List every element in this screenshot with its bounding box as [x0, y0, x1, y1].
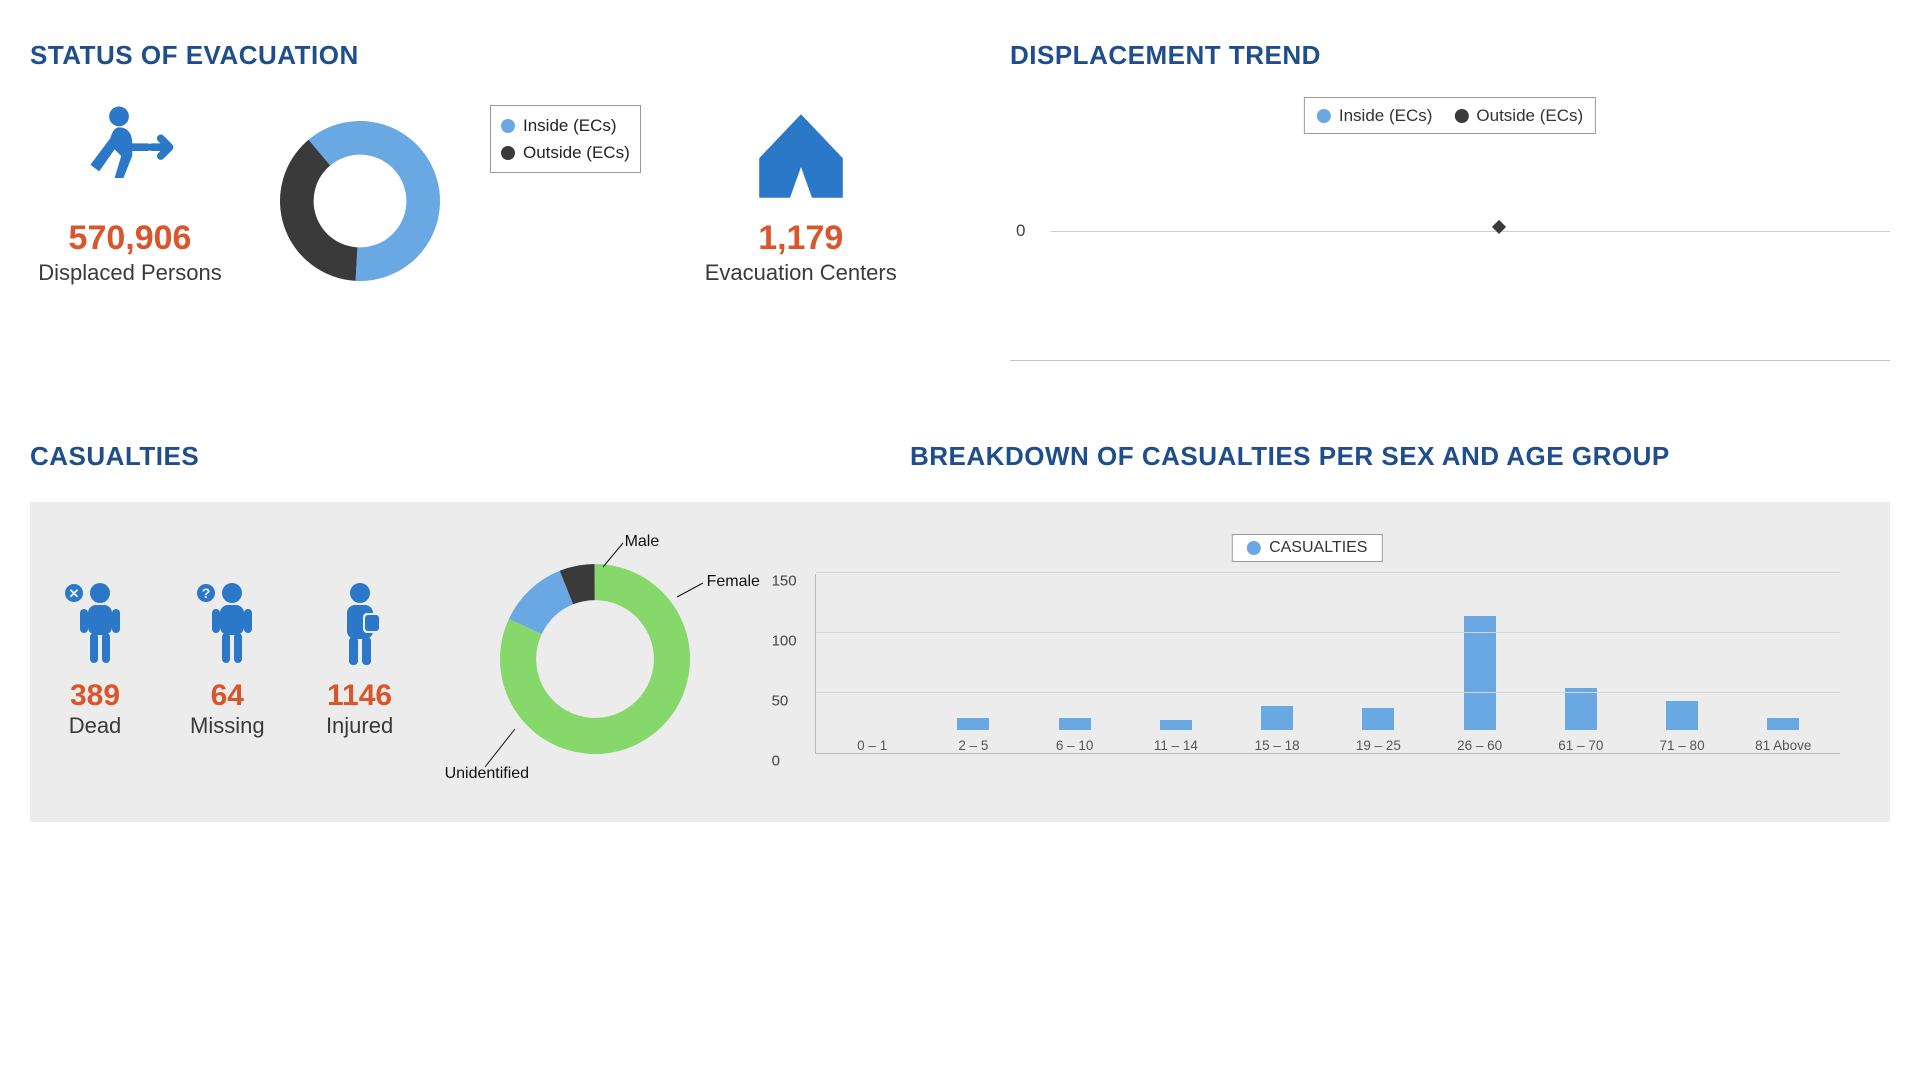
- legend-label: Inside (ECs): [1339, 102, 1433, 129]
- bar-column: 11 – 14: [1147, 720, 1205, 753]
- casualties-sex-donut: Male Female Unidentified: [475, 539, 715, 779]
- bar-legend-label: CASUALTIES: [1269, 539, 1367, 557]
- bar-ytick-label: 100: [772, 633, 797, 650]
- tent-icon: [701, 101, 901, 211]
- legend-item: Outside (ECs): [1454, 102, 1583, 129]
- bar-category-label: 11 – 14: [1154, 738, 1198, 753]
- breakdown-panel: BREAKDOWN OF CASUALTIES PER SEX AND AGE …: [910, 441, 1890, 502]
- bar-rect: [1767, 718, 1799, 730]
- bar-ytick-label: 0: [772, 753, 780, 770]
- dead-label: Dead: [60, 713, 130, 739]
- evacuation-donut-chart: [260, 101, 460, 301]
- legend-item: Outside (ECs): [501, 139, 630, 166]
- bar-column: 61 – 70: [1552, 688, 1610, 753]
- bar-category-label: 0 – 1: [857, 738, 887, 753]
- bar-rect: [1059, 718, 1091, 730]
- bar-category-label: 26 – 60: [1457, 738, 1502, 753]
- evacuation-title: STATUS OF EVACUATION: [30, 40, 970, 71]
- displacement-trend-panel: DISPLACEMENT TREND Inside (ECs) Outside …: [1010, 40, 1890, 361]
- svg-text:✕: ✕: [69, 586, 80, 601]
- breakdown-title: BREAKDOWN OF CASUALTIES PER SEX AND AGE …: [910, 441, 1890, 472]
- legend-item: Inside (ECs): [501, 112, 630, 139]
- svg-text:?: ?: [202, 585, 211, 601]
- swatch-icon: [501, 146, 515, 160]
- bar-category-label: 61 – 70: [1558, 738, 1603, 753]
- injured-label: Injured: [325, 713, 395, 739]
- missing-value: 64: [190, 679, 265, 713]
- evacuation-centers-block: 1,179 Evacuation Centers: [701, 101, 901, 286]
- injured-person-icon: [325, 579, 395, 669]
- bar-column: 2 – 5: [944, 718, 1002, 753]
- breakdown-bar-chart: CASUALTIES 0 50 100 150 0 – 1 2 – 5 6 – 10 11 –…: [755, 534, 1860, 784]
- bar-rect: [1160, 720, 1192, 730]
- donut-label-unidentified: Unidentified: [445, 765, 530, 783]
- dead-value: 389: [60, 679, 130, 713]
- bar-column: 0 – 1: [843, 730, 901, 753]
- bar-plot-area: 0501001500 – 12 – 56 – 1011 – 1415 – 181…: [815, 574, 1840, 754]
- running-person-icon: [30, 101, 230, 211]
- missing-person-icon: ?: [190, 579, 265, 669]
- bar-rect: [957, 718, 989, 730]
- trend-zero-axis: [1050, 231, 1890, 232]
- displaced-persons-value: 570,906: [30, 219, 230, 258]
- injured-value: 1146: [325, 679, 395, 713]
- bar-category-label: 71 – 80: [1660, 738, 1705, 753]
- bar-rect: [1464, 616, 1496, 730]
- bar-category-label: 19 – 25: [1356, 738, 1401, 753]
- missing-block: ? 64 Missing: [190, 579, 265, 739]
- bar-category-label: 2 – 5: [958, 738, 988, 753]
- bar-ytick-label: 150: [772, 573, 797, 590]
- swatch-icon: [1454, 109, 1468, 123]
- bar-rect: [1565, 688, 1597, 730]
- trend-legend: Inside (ECs) Outside (ECs): [1304, 97, 1596, 134]
- casualties-title: CASUALTIES: [30, 441, 880, 472]
- casualties-panel: CASUALTIES: [30, 441, 880, 502]
- trend-y-zero-label: 0: [1016, 221, 1025, 241]
- dead-block: ✕ 389 Dead: [60, 579, 130, 739]
- bar-column: 26 – 60: [1451, 616, 1509, 753]
- casualties-body: ✕ 389 Dead ?: [30, 502, 1890, 822]
- legend-label: Outside (ECs): [523, 139, 630, 166]
- swatch-icon: [1247, 541, 1261, 555]
- swatch-icon: [501, 119, 515, 133]
- evacuation-centers-value: 1,179: [701, 219, 901, 258]
- displacement-trend-title: DISPLACEMENT TREND: [1010, 40, 1890, 71]
- bar-column: 15 – 18: [1248, 706, 1306, 753]
- bar-column: 19 – 25: [1349, 708, 1407, 753]
- legend-label: Inside (ECs): [523, 112, 617, 139]
- legend-item: Inside (ECs): [1317, 102, 1433, 129]
- donut-label-female: Female: [707, 573, 760, 591]
- injured-block: 1146 Injured: [325, 579, 395, 739]
- bar-category-label: 81 Above: [1755, 738, 1811, 753]
- legend-label: Outside (ECs): [1476, 102, 1583, 129]
- bar-rect: [1261, 706, 1293, 730]
- bar-legend: CASUALTIES: [1232, 534, 1382, 562]
- swatch-icon: [1317, 109, 1331, 123]
- bar-ytick-label: 50: [772, 693, 789, 710]
- bar-category-label: 6 – 10: [1056, 738, 1094, 753]
- bar-column: 6 – 10: [1046, 718, 1104, 753]
- displaced-persons-label: Displaced Persons: [30, 260, 230, 286]
- bar-column: 81 Above: [1754, 718, 1812, 753]
- bar-rect: [1666, 701, 1698, 730]
- bar-column: 71 – 80: [1653, 701, 1711, 753]
- displaced-persons-block: 570,906 Displaced Persons: [30, 101, 230, 286]
- evacuation-donut-legend: Inside (ECs) Outside (ECs): [490, 105, 641, 173]
- donut-label-male: Male: [625, 533, 660, 551]
- bar-category-label: 15 – 18: [1255, 738, 1300, 753]
- bar-rect: [1362, 708, 1394, 730]
- evacuation-panel: STATUS OF EVACUATION 570,906 Displaced P…: [30, 40, 970, 361]
- missing-label: Missing: [190, 713, 265, 739]
- dead-person-icon: ✕: [60, 579, 130, 669]
- breakdown-bar-container: CASUALTIES 0 50 100 150 0 – 1 2 – 5 6 – 10 11 –…: [755, 534, 1860, 784]
- displacement-trend-chart: Inside (ECs) Outside (ECs) 0: [1010, 101, 1890, 361]
- evacuation-centers-label: Evacuation Centers: [701, 260, 901, 286]
